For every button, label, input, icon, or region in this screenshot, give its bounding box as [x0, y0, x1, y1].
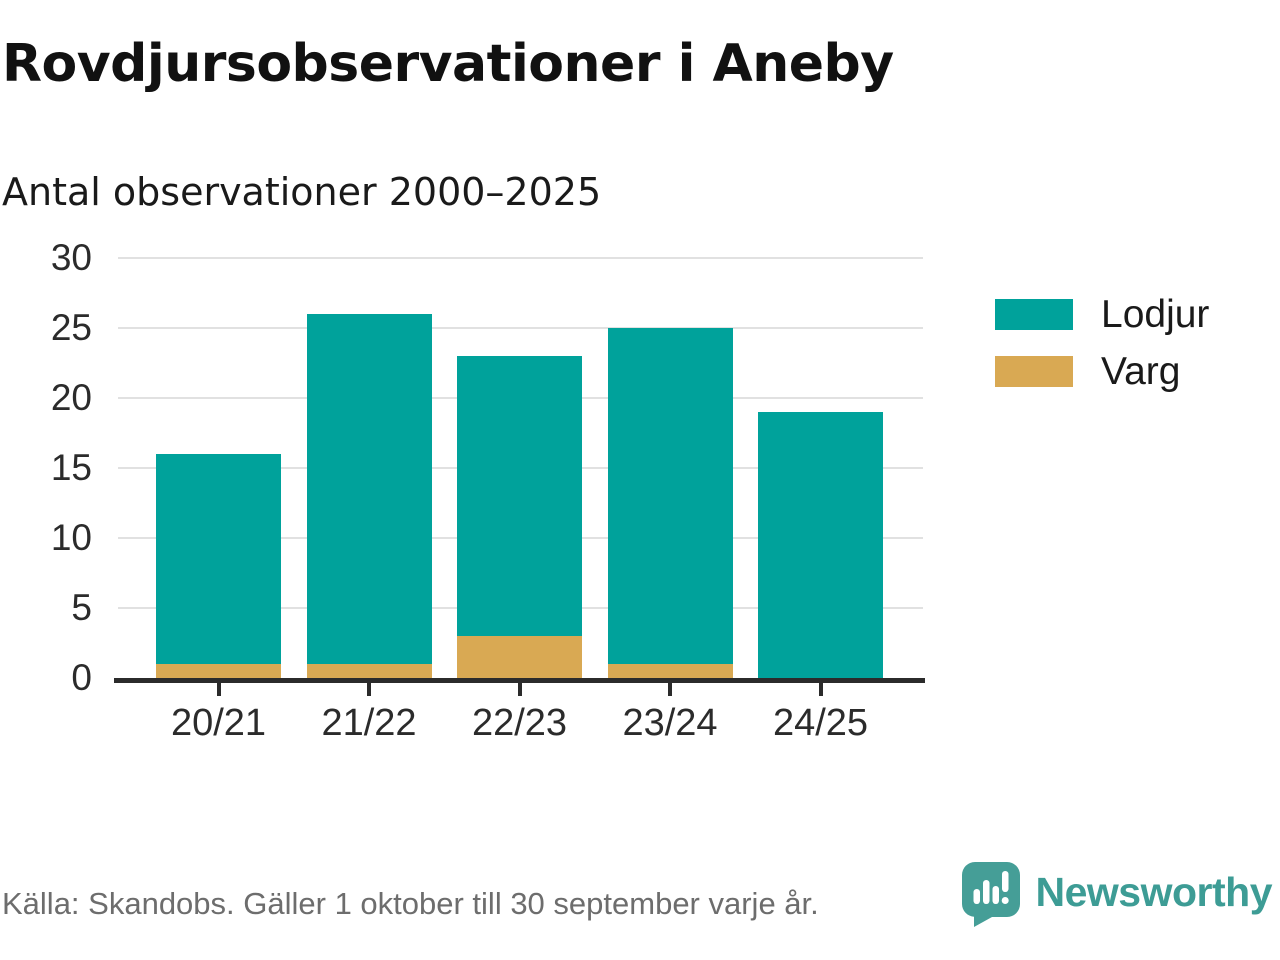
legend-item-lodjur: Lodjur: [995, 293, 1210, 336]
legend-swatch-lodjur: [995, 299, 1073, 330]
x-axis-tick: [367, 682, 371, 696]
bar-segment-lodjur-24-25: [758, 412, 883, 678]
newsworthy-wordmark: Newsworthy: [1035, 869, 1273, 915]
x-axis-tick: [668, 682, 672, 696]
legend-label: Varg: [1101, 350, 1181, 393]
chart-title: Rovdjursobservationer i Aneby: [2, 34, 894, 94]
x-axis-tick-label: 24/25: [772, 702, 869, 744]
x-axis-tick-label: 23/24: [622, 702, 718, 744]
gridline-y30: [118, 257, 923, 259]
bar-segment-lodjur-21-22: [306, 314, 432, 664]
source-note: Källa: Skandobs. Gäller 1 oktober till 3…: [2, 886, 819, 921]
x-axis-tick-label: 21/22: [321, 702, 417, 744]
x-axis-line: [114, 678, 925, 683]
newsworthy-logo-icon: [961, 862, 1020, 932]
bar-segment-varg-20-21: [156, 664, 281, 678]
bar-segment-lodjur-22-23: [457, 356, 582, 636]
legend: Lodjur Varg: [995, 293, 1210, 413]
y-axis-tick-label: 30: [50, 237, 92, 278]
y-axis-tick-label: 5: [71, 587, 92, 628]
bar-segment-lodjur-20-21: [156, 454, 281, 664]
newsworthy-logo: Newsworthy: [961, 862, 1273, 932]
gridline-y25: [118, 327, 923, 329]
bar-segment-varg-21-22: [306, 664, 432, 678]
y-axis-tick-label: 0: [71, 657, 92, 698]
bar-segment-varg-23-24: [607, 664, 733, 678]
y-axis-tick-label: 25: [50, 307, 92, 348]
x-axis-tick: [216, 682, 221, 696]
legend-label: Lodjur: [1101, 293, 1210, 336]
legend-item-varg: Varg: [995, 350, 1209, 393]
y-axis-tick-label: 10: [50, 517, 92, 558]
x-axis-tick: [818, 682, 823, 696]
x-axis-tick: [517, 682, 522, 696]
y-axis-tick-label: 20: [50, 377, 92, 418]
x-axis-tick-label: 22/23: [471, 702, 568, 744]
bar-segment-lodjur-23-24: [607, 328, 733, 664]
x-axis-tick-label: 20/21: [170, 702, 267, 744]
legend-swatch-varg: [995, 356, 1073, 387]
chart-subtitle: Antal observationer 2000–2025: [2, 170, 602, 214]
y-axis-tick-label: 15: [50, 447, 92, 488]
bar-segment-varg-22-23: [457, 636, 582, 678]
